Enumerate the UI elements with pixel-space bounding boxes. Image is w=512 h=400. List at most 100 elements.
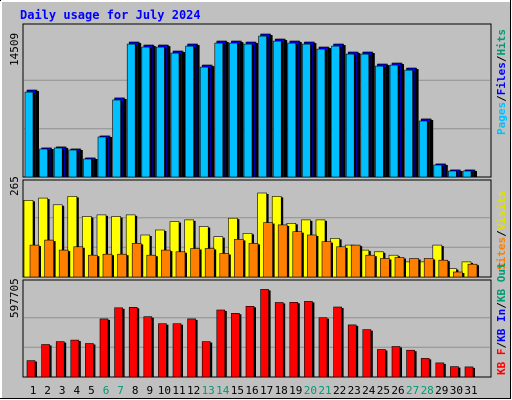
- sites-bar: [409, 258, 419, 278]
- kb-f-bar: [85, 343, 94, 378]
- pages-bar: [24, 91, 34, 178]
- legend-hits: Hits: [495, 29, 508, 56]
- sites-bar: [73, 246, 84, 278]
- kb-f-bar: [158, 323, 167, 378]
- kb-f-bar: [406, 349, 415, 378]
- x-tick-label: 26: [391, 384, 404, 397]
- pages-bar: [389, 64, 399, 178]
- pages-bar: [141, 46, 151, 178]
- kb-f-bar: [435, 362, 445, 378]
- kb-f-bar: [70, 339, 80, 378]
- visits-bar: [23, 200, 34, 278]
- kb-f-bar: [201, 341, 211, 378]
- sites-bar: [88, 254, 98, 278]
- pages-bar: [170, 52, 180, 178]
- kb-f-bar: [333, 306, 342, 378]
- pages-bar: [229, 42, 238, 178]
- sites-bar: [307, 234, 317, 278]
- pages-bar: [462, 170, 472, 178]
- sites-bar: [102, 253, 113, 278]
- x-tick-label: 2: [44, 384, 51, 397]
- visits-bar: [96, 214, 107, 278]
- x-tick-label: 5: [88, 384, 95, 397]
- pages-bar: [199, 66, 209, 178]
- x-tick-label: 16: [245, 384, 258, 397]
- pages-bar: [68, 149, 78, 178]
- visits-bar: [111, 216, 121, 278]
- pages-bar: [375, 65, 384, 178]
- sites-bar: [44, 239, 54, 278]
- sites-bar: [336, 246, 346, 278]
- x-tick-label: 13: [202, 384, 215, 397]
- kb-f-bar: [318, 317, 328, 378]
- kb-f-bar: [420, 358, 430, 378]
- x-tick-label: 6: [103, 384, 110, 397]
- pages-bar: [272, 40, 282, 178]
- sites-bar: [190, 248, 200, 278]
- x-tick-label: 4: [73, 384, 80, 397]
- x-tick-label: 3: [59, 384, 66, 397]
- sites-bar: [161, 249, 171, 278]
- x-tick-label: 7: [117, 384, 124, 397]
- kb-f-bar: [172, 323, 182, 378]
- sites-bar: [248, 243, 259, 278]
- kb-f-bar: [99, 318, 109, 378]
- x-tick-label: 11: [172, 384, 185, 397]
- pages-bar: [331, 45, 340, 178]
- x-tick-label: 8: [132, 384, 139, 397]
- kb-f-bar: [304, 301, 313, 378]
- x-tick-label: 10: [158, 384, 171, 397]
- kbytes-panel-ymax-label: 597705: [8, 278, 21, 318]
- pages-bar: [404, 69, 413, 178]
- pages-bar: [345, 53, 355, 178]
- sites-bar: [365, 254, 376, 278]
- sites-bar: [277, 224, 288, 278]
- x-tick-label: 27: [406, 384, 419, 397]
- sites-bar: [234, 239, 244, 278]
- pages-bar: [97, 136, 107, 178]
- x-tick-label: 17: [260, 384, 273, 397]
- x-tick-label: 30: [450, 384, 463, 397]
- legend-files: Files: [495, 62, 508, 95]
- x-tick-label: 22: [333, 384, 346, 397]
- visits-panel-legend: Sites/Visits: [495, 191, 508, 271]
- x-tick-label: 31: [464, 384, 477, 397]
- visits-bar: [169, 221, 180, 278]
- pages-bar: [185, 45, 194, 178]
- pages-bar: [53, 147, 63, 178]
- pages-bar: [83, 158, 92, 178]
- kb-f-bar: [128, 306, 138, 378]
- x-tick-label: 19: [289, 384, 302, 397]
- legend-kbf: KB F: [495, 349, 508, 376]
- x-tick-label: 15: [231, 384, 244, 397]
- pages-bar: [360, 53, 370, 178]
- pages-bar: [418, 120, 428, 178]
- sites-bar: [394, 257, 405, 278]
- pages-bar: [39, 148, 48, 178]
- x-tick-label: 23: [348, 384, 361, 397]
- hits-panel-ymax-label: 14509: [8, 33, 21, 66]
- kb-f-bar: [187, 318, 196, 378]
- kb-f-bar: [26, 360, 36, 378]
- kb-f-bar: [391, 346, 401, 378]
- pages-bar: [302, 43, 311, 178]
- kb-f-bar: [464, 366, 474, 378]
- sites-bar: [131, 243, 142, 278]
- kb-f-bar: [143, 316, 153, 378]
- sites-bar: [117, 253, 127, 278]
- kbytes-panel-legend: KB F/KB In/KB Out: [495, 262, 508, 375]
- chart-title: Daily usage for July 2024: [20, 8, 201, 22]
- kb-f-bar: [377, 349, 386, 378]
- legend-visits: Visits: [495, 191, 508, 231]
- legend-sites: Sites: [495, 237, 508, 270]
- sites-bar: [263, 222, 273, 278]
- sites-bar: [321, 241, 332, 278]
- pages-bar: [156, 46, 165, 178]
- pages-bar: [112, 99, 121, 178]
- kb-f-bar: [114, 307, 123, 378]
- legend-kbin: KB In: [495, 309, 508, 342]
- kb-f-bar: [450, 366, 459, 378]
- sites-bar: [175, 251, 186, 278]
- kb-f-bar: [274, 302, 284, 378]
- x-tick-label: 20: [304, 384, 317, 397]
